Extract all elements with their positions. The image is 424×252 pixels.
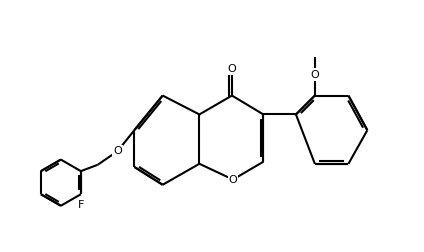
Text: O: O (310, 70, 319, 80)
Text: F: F (78, 200, 84, 210)
Text: O: O (229, 175, 237, 184)
Text: O: O (228, 64, 236, 74)
Text: O: O (113, 146, 122, 156)
